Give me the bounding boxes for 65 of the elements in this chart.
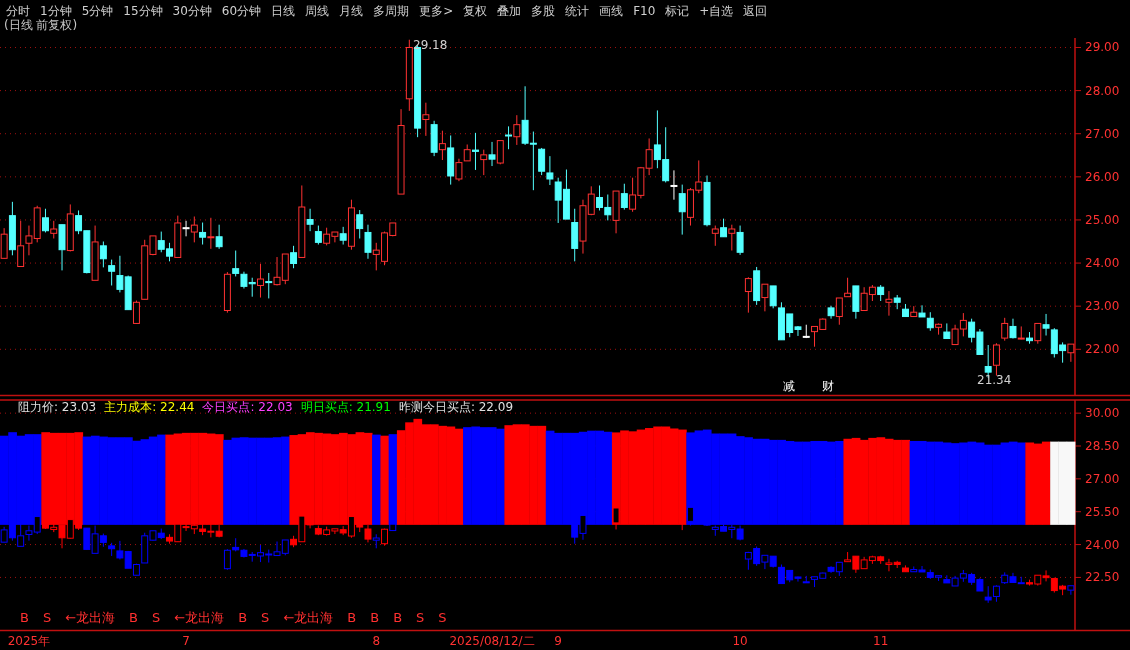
text: F10 [633,4,656,18]
text: 分时 [6,4,30,18]
annotation: ←龙出海 [174,610,225,625]
chart-title: (日线 前复权) [4,18,78,32]
annotation: S [416,610,425,625]
text: 多周期 [373,4,410,18]
annotation: B [393,610,403,625]
text: 5分钟 [81,4,114,18]
annotation: 29.18 [413,38,448,52]
annotation: S [261,610,270,625]
y-tick-label: 22.00 [1085,342,1120,357]
text: 标记 [664,4,690,18]
annotation: 主力成本: 22.44 [104,400,195,414]
x-tick-label: 2025年 [7,634,51,648]
annotation: 今日买点: 22.03 [202,400,293,414]
annotation: B [129,610,139,625]
text: 多股 [531,4,556,18]
text: 更多> [419,4,454,18]
text: 月线 [339,4,364,18]
y-tick-label: 25.00 [1085,212,1120,227]
annotation: 财 [822,379,834,393]
annotation: 昨测今日买点: 22.09 [398,400,514,414]
text: 叠加 [497,4,522,18]
text: 复权 [463,4,488,18]
text: 日线 [271,4,296,18]
annotation: 减 [783,379,795,393]
x-tick-label: 2025/08/12/二 [449,634,535,648]
annotation: B [238,610,248,625]
y-tick-label: 28.00 [1085,83,1120,98]
annotation: 21.34 [977,373,1012,387]
y-tick-label: 26.00 [1085,169,1120,184]
y-tick-label: 24.00 [1085,537,1120,552]
y-tick-label: 25.50 [1085,504,1120,519]
y-tick-label: 30.00 [1085,406,1120,421]
annotation: ←龙出海 [283,610,334,625]
annotation: S [42,610,52,625]
text: 30分钟 [172,4,212,18]
text: 画线 [599,4,624,18]
annotation: B [370,610,380,625]
annotation: ←龙出海 [65,610,116,625]
text: 1分钟 [40,4,72,18]
annotation: B [20,610,29,625]
annotation: B [347,610,357,625]
text: 返回 [743,4,768,18]
x-tick-label: 8 [372,634,381,648]
y-tick-label: 27.00 [1085,471,1120,486]
y-tick-label: 28.50 [1085,439,1120,453]
x-tick-label: 9 [554,634,562,648]
y-tick-label: 24.00 [1085,256,1120,271]
annotation: S [152,610,161,625]
x-tick-label: 10 [732,634,748,648]
y-tick-label: 22.50 [1085,570,1120,585]
text: 60分钟 [221,4,262,18]
text: 统计 [565,4,590,18]
text: 周线 [305,4,330,18]
y-tick-label: 29.00 [1085,40,1120,55]
x-tick-label: 11 [873,634,889,648]
y-tick-label: 23.00 [1085,299,1120,314]
text: +自选 [699,4,734,18]
annotation: 阻力价: 23.03 [18,400,97,414]
y-tick-label: 27.00 [1085,126,1120,141]
x-tick-label: 7 [182,634,190,648]
annotation: S [438,610,447,625]
text: 15分钟 [123,4,163,18]
annotation: 明日买点: 21.91 [300,400,391,414]
